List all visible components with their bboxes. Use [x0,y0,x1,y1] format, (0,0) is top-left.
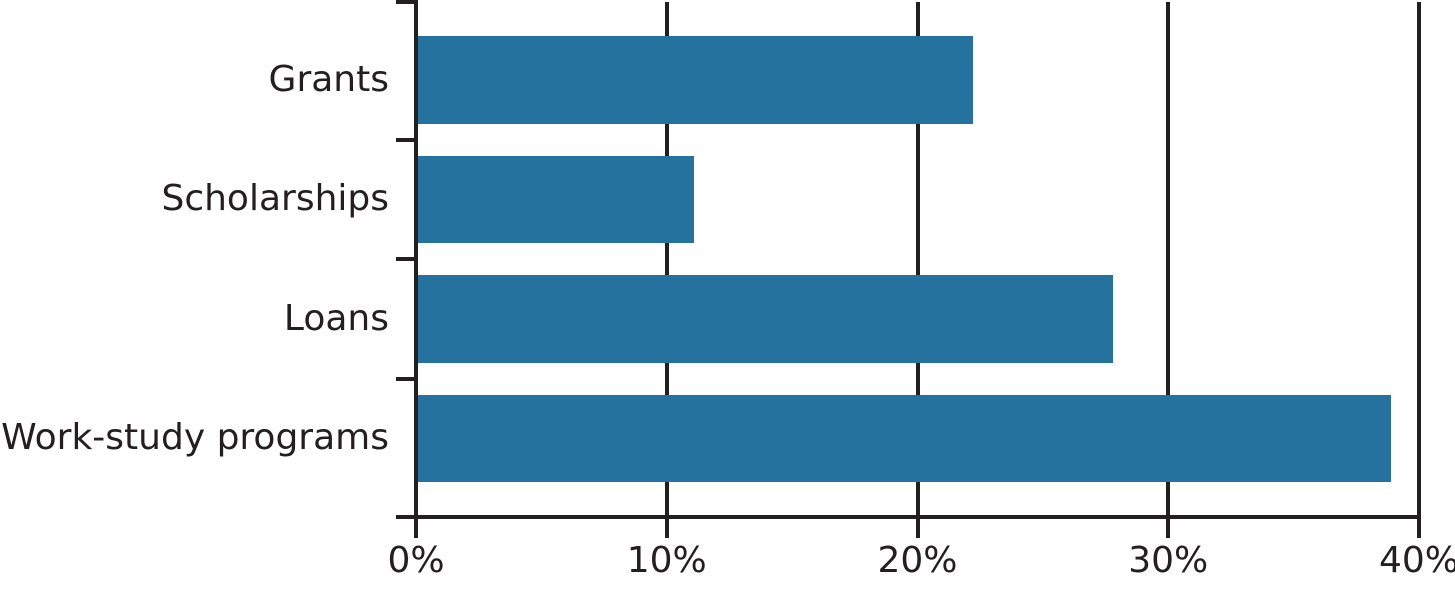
category-label-loans: Loans [283,297,389,339]
bar-loans [418,275,1114,363]
y-axis-line [414,0,418,538]
x-axis-line [396,515,1421,519]
bar-scholarships [418,155,695,243]
x-tick-label-10: 10% [626,540,707,581]
bar-grants [418,36,973,124]
category-label-work-study-programs: Work-study programs [1,417,389,459]
gridline-40 [1417,2,1421,538]
category-label-scholarships: Scholarships [161,178,389,220]
x-tick-label-30: 30% [1128,540,1209,581]
y-axis-tick [396,376,414,381]
gridline-20 [915,2,920,538]
gridline-10 [664,2,669,538]
category-label-grants: Grants [268,58,389,100]
y-axis-tick [396,257,414,261]
x-tick-label-0: 0% [387,540,445,581]
y-axis-tick [396,0,414,4]
bar-work-study-programs [418,394,1392,482]
y-axis-tick [396,137,414,142]
gridline-30 [1166,2,1171,538]
x-tick-label-40: 40% [1378,540,1455,581]
x-tick-label-20: 20% [877,540,958,581]
